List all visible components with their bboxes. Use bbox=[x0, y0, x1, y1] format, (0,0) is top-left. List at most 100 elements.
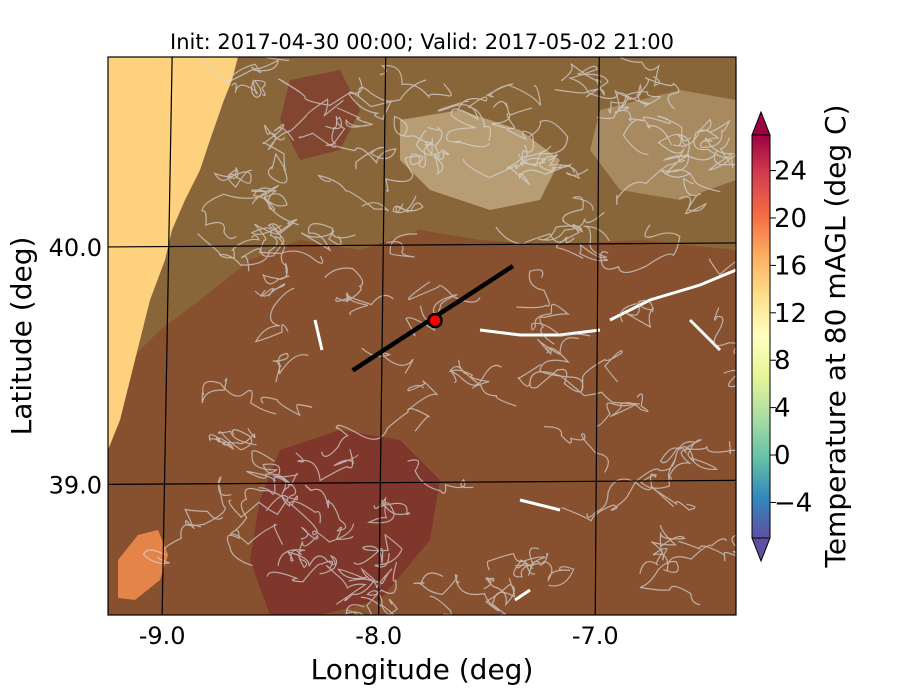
highland-region-2 bbox=[590, 90, 736, 200]
contour-line bbox=[458, 359, 517, 407]
x-tick-label: -7.0 bbox=[572, 622, 619, 650]
contour-line bbox=[667, 441, 736, 481]
warm-coast-patch bbox=[118, 530, 168, 600]
contour-line bbox=[393, 115, 435, 157]
contour-line bbox=[277, 526, 319, 569]
contour-line bbox=[516, 269, 550, 309]
contour-line bbox=[693, 118, 736, 159]
contour-line bbox=[491, 100, 533, 130]
contour-line bbox=[538, 153, 589, 179]
contour-line bbox=[300, 223, 356, 252]
contour-line bbox=[723, 369, 736, 388]
contour-line bbox=[568, 65, 630, 111]
contour-line bbox=[664, 150, 736, 193]
contour-line bbox=[272, 352, 309, 383]
contour-line bbox=[336, 107, 373, 128]
contour-line bbox=[457, 96, 492, 142]
colorbar-tick-label: 0 bbox=[774, 441, 791, 471]
contour-line bbox=[596, 89, 632, 120]
contour-line bbox=[335, 291, 394, 316]
colorbar-tick-label: 4 bbox=[774, 394, 791, 424]
contour-line bbox=[407, 459, 474, 494]
contour-line bbox=[708, 244, 736, 276]
contour-line bbox=[450, 364, 502, 386]
reservoirs bbox=[313, 268, 736, 602]
reservoir-2 bbox=[479, 328, 601, 337]
warm-land-region bbox=[250, 430, 440, 615]
contour-line bbox=[429, 595, 453, 615]
y-tick-label: 40.0 bbox=[49, 234, 102, 262]
contour-line bbox=[184, 476, 232, 529]
contour-line bbox=[219, 224, 282, 266]
contour-line bbox=[614, 109, 649, 156]
contour-line bbox=[543, 426, 609, 473]
colorbar-ticks: −4 0 4 8 12 16 20 24 bbox=[770, 157, 812, 518]
contour-line bbox=[142, 524, 202, 564]
contour-line bbox=[254, 282, 286, 298]
contour-line bbox=[203, 57, 280, 85]
reservoir-4 bbox=[313, 319, 324, 351]
contour-line bbox=[616, 134, 691, 205]
contour-line bbox=[392, 195, 424, 214]
contour-line bbox=[228, 495, 289, 518]
contour-line bbox=[213, 167, 253, 188]
y-axis-label: Latitude (deg) bbox=[5, 237, 38, 436]
contour-line bbox=[415, 126, 450, 175]
contour-line bbox=[486, 553, 546, 578]
contour-line bbox=[529, 350, 623, 393]
parallel-line bbox=[108, 479, 736, 486]
contour-line bbox=[295, 449, 359, 482]
contour-line bbox=[254, 287, 295, 343]
x-tick-label: -8.0 bbox=[355, 622, 402, 650]
contour-line bbox=[537, 337, 580, 356]
contour-line bbox=[462, 145, 528, 179]
contour-line bbox=[554, 63, 605, 97]
contour-line bbox=[325, 116, 346, 147]
contour-line bbox=[201, 184, 280, 240]
graticule bbox=[108, 57, 736, 615]
colorbar-tick-label: 20 bbox=[774, 204, 807, 234]
contour-line bbox=[608, 83, 662, 114]
contour-line bbox=[262, 123, 295, 184]
contour-line bbox=[231, 79, 266, 99]
contour-line bbox=[539, 347, 584, 390]
contour-line bbox=[348, 79, 427, 121]
contour-line bbox=[384, 143, 432, 193]
contour-line bbox=[407, 281, 481, 303]
plot-title: Init: 2017-04-30 00:00; Valid: 2017-05-0… bbox=[170, 30, 674, 54]
contour-line bbox=[361, 347, 414, 374]
contour-line bbox=[320, 407, 431, 457]
contour-line bbox=[337, 568, 395, 615]
colorbar-tick-label: 16 bbox=[774, 251, 807, 281]
contour-line bbox=[619, 299, 655, 329]
contour-line bbox=[277, 77, 363, 107]
contour-line bbox=[226, 523, 284, 567]
colorbar: −4 0 4 8 12 16 20 24 Temperature at 80 mAGL (de… bbox=[751, 104, 852, 569]
contour-line bbox=[263, 98, 344, 151]
colorbar-extend-max bbox=[751, 110, 771, 136]
cool-land-region bbox=[108, 57, 736, 380]
contour-line bbox=[246, 470, 321, 524]
contour-line bbox=[251, 187, 299, 226]
map-frame bbox=[107, 56, 737, 616]
colorbar-tick-label: 24 bbox=[774, 157, 807, 187]
contour-line bbox=[651, 525, 728, 572]
contour-line bbox=[659, 153, 692, 178]
contour-line bbox=[491, 577, 516, 615]
x-axis-ticks: -9.0 -8.0 -7.0 bbox=[139, 622, 619, 650]
y-tick-label: 39.0 bbox=[49, 471, 102, 499]
contour-line bbox=[304, 484, 354, 541]
contour-line bbox=[344, 567, 393, 602]
contour-line bbox=[531, 303, 591, 345]
contour-line bbox=[262, 224, 290, 285]
contour-line bbox=[539, 552, 575, 587]
meridian-line bbox=[161, 57, 173, 615]
contour-line bbox=[197, 233, 260, 259]
contour-line bbox=[578, 225, 610, 262]
contour-line bbox=[506, 145, 573, 186]
contour-line bbox=[713, 307, 736, 354]
reservoir-1 bbox=[609, 268, 736, 322]
contour-line bbox=[235, 487, 355, 543]
contour-line bbox=[636, 77, 680, 110]
